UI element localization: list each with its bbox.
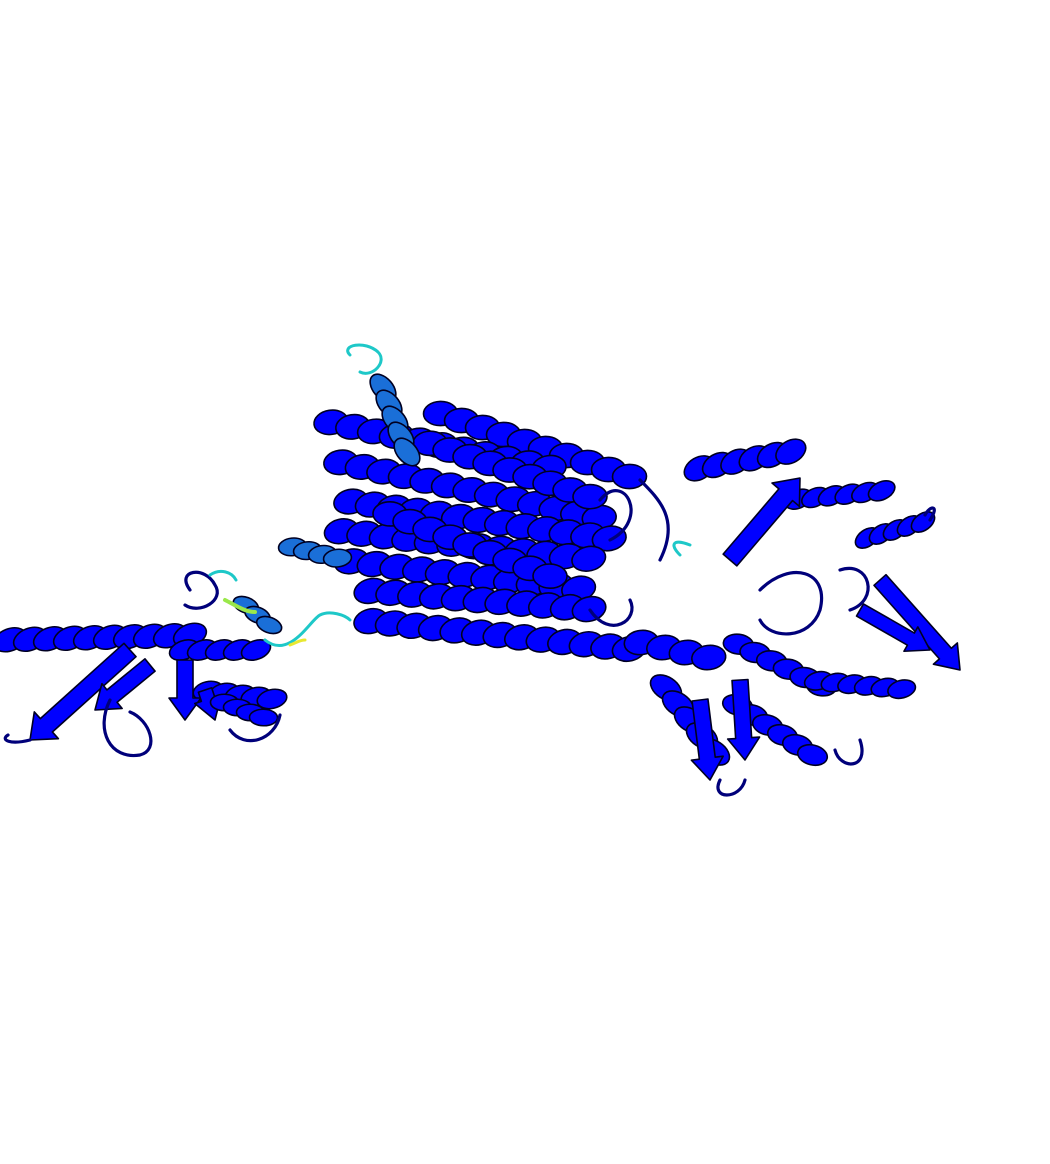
- beta-strand: [168, 659, 202, 721]
- alpha-helix: [784, 480, 896, 510]
- loop-coil: [638, 478, 670, 562]
- right-domain: [623, 438, 961, 797]
- helix-turn: [571, 545, 607, 572]
- loop-coil: [672, 540, 692, 557]
- loop-coil: [223, 598, 257, 614]
- alpha-helix: [412, 430, 608, 510]
- helix-turn: [572, 483, 608, 510]
- alpha-helix: [168, 639, 272, 661]
- alpha-helix: [372, 500, 568, 590]
- helix-turn: [393, 437, 421, 467]
- helix-turn: [691, 644, 727, 671]
- alpha-helix: [854, 511, 936, 549]
- helix-turn: [867, 480, 896, 502]
- helix-turn: [532, 563, 568, 590]
- loop-coil: [102, 698, 153, 758]
- loop-coil: [183, 570, 219, 610]
- loop-coil: [3, 733, 32, 744]
- beta-strand: [94, 658, 156, 711]
- beta-strand: [690, 698, 724, 781]
- beta-strand: [855, 603, 931, 653]
- loop-coil: [923, 506, 936, 522]
- beta-strand: [873, 573, 961, 671]
- alpha-helix: [277, 537, 353, 568]
- loop-coil: [288, 638, 307, 647]
- beta-strand: [726, 678, 761, 761]
- alpha-helix: [353, 577, 607, 623]
- alpha-helix: [209, 693, 279, 727]
- loop-coil: [228, 713, 282, 743]
- helix-turn: [255, 615, 283, 635]
- helix-turn: [775, 438, 807, 465]
- alpha-helix: [803, 670, 917, 700]
- linker-loops: [208, 343, 692, 648]
- helix-turn: [796, 743, 829, 767]
- loop-coil: [833, 738, 864, 766]
- helix-turn: [611, 463, 648, 490]
- alpha-helix: [0, 622, 208, 653]
- loop-coil: [838, 566, 870, 612]
- alpha-helix: [649, 674, 731, 766]
- alpha-helix: [192, 680, 288, 710]
- helix-turn: [256, 688, 288, 710]
- alpha-helix: [353, 607, 647, 663]
- loop-coil: [716, 778, 747, 797]
- alpha-helix: [683, 438, 807, 482]
- loop-coil: [598, 489, 633, 542]
- helix-turn: [248, 708, 279, 727]
- left-domain: [0, 570, 288, 758]
- helix-turn: [887, 679, 917, 700]
- loop-coil: [346, 343, 383, 375]
- transmembrane-core: [277, 373, 670, 663]
- helix-turn: [591, 525, 627, 552]
- loop-coil: [758, 571, 824, 636]
- alpha-helix: [369, 373, 421, 467]
- helix-turn: [322, 548, 353, 568]
- beta-strand: [29, 642, 137, 741]
- beta-strand: [722, 477, 801, 567]
- alpha-helix: [323, 449, 617, 531]
- alpha-helix: [623, 629, 727, 671]
- loop-coil: [588, 598, 634, 627]
- loop-coil: [263, 611, 352, 648]
- alpha-helix: [232, 595, 283, 635]
- loop-coil: [208, 569, 238, 582]
